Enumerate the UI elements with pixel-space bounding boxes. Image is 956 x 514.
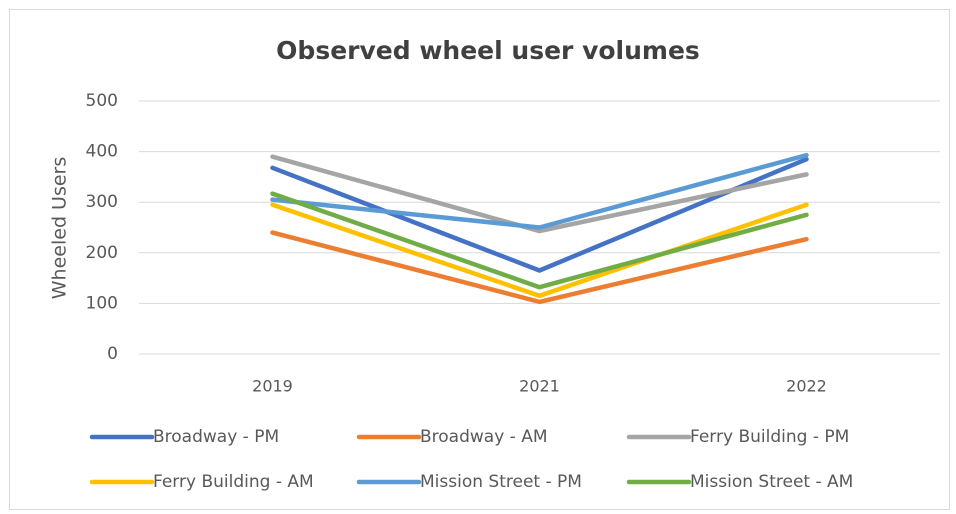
y-axis-label: Wheeled Users — [49, 157, 71, 299]
y-tick-label: 200 — [86, 243, 118, 263]
series-line — [270, 191, 809, 290]
y-tick-label: 400 — [86, 142, 118, 162]
legend-label: Broadway - AM — [420, 427, 548, 447]
x-tick-label: 2022 — [786, 377, 827, 396]
legend-label: Ferry Building - AM — [153, 472, 314, 492]
series-line — [270, 230, 809, 305]
y-tick-label: 500 — [86, 91, 118, 111]
legend-label: Ferry Building - PM — [690, 427, 849, 447]
series-line — [270, 154, 809, 234]
x-tick-label: 2019 — [252, 377, 293, 396]
chart-title: Observed wheel user volumes — [276, 36, 700, 65]
y-tick-label: 300 — [86, 192, 118, 212]
series-line — [270, 202, 809, 299]
legend-label: Broadway - PM — [153, 427, 279, 447]
legend-label: Mission Street - AM — [690, 472, 853, 492]
x-tick-label: 2021 — [519, 377, 560, 396]
chart-border — [9, 9, 950, 510]
y-tick-label: 0 — [107, 344, 118, 364]
legend-label: Mission Street - PM — [420, 472, 582, 492]
y-tick-label: 100 — [86, 293, 118, 313]
series-line — [270, 156, 809, 273]
series-line — [270, 152, 809, 230]
